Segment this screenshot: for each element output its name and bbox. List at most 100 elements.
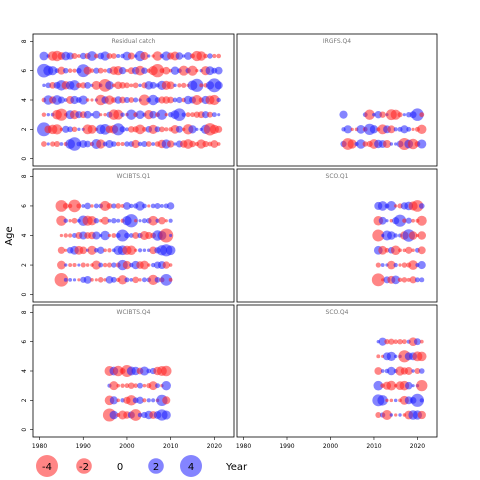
bubble — [414, 368, 421, 374]
bubble — [41, 112, 47, 117]
bubble — [411, 384, 415, 388]
bubble — [132, 82, 139, 89]
bubble — [207, 53, 213, 59]
bubble — [84, 140, 91, 148]
bubble — [116, 218, 121, 223]
bubble — [64, 263, 68, 267]
bubble — [142, 383, 147, 388]
bubble — [173, 108, 186, 121]
bubble — [362, 141, 368, 147]
bubble — [387, 366, 396, 376]
bubble — [408, 260, 418, 270]
legend-label: -4 — [42, 462, 52, 473]
bubble — [137, 141, 143, 147]
bubble — [129, 278, 134, 282]
bubble — [97, 246, 105, 254]
bubble — [356, 139, 366, 149]
bubble — [107, 233, 112, 238]
x-tick-label: 2000 — [323, 443, 338, 450]
bubble — [216, 97, 221, 103]
bubble — [111, 262, 117, 268]
legend-bubble — [148, 458, 164, 474]
bubble — [113, 109, 124, 120]
bubble — [103, 112, 107, 117]
bubble — [76, 82, 82, 88]
bubble — [184, 52, 193, 60]
bubble — [390, 109, 401, 120]
bubble — [387, 125, 396, 134]
bubble — [199, 83, 204, 88]
bubble — [389, 398, 394, 403]
bubble — [135, 110, 145, 119]
bubble — [109, 381, 119, 391]
bubble — [388, 338, 395, 345]
bubble — [210, 140, 219, 148]
bubble — [68, 277, 73, 282]
bubble — [72, 278, 77, 282]
bubble — [378, 216, 387, 225]
bubble — [96, 139, 106, 149]
bubble — [63, 218, 68, 223]
bubble — [142, 248, 147, 253]
bubble — [202, 140, 209, 148]
bubble — [394, 204, 398, 208]
bubble — [151, 142, 156, 146]
bubble — [417, 139, 427, 149]
bubble — [132, 232, 140, 239]
bubble — [167, 96, 174, 104]
bubbles — [371, 200, 427, 287]
bubble — [154, 276, 161, 283]
bubble — [62, 67, 69, 74]
bubble — [134, 248, 138, 252]
x-tick-label: 2020 — [410, 443, 425, 450]
bubble — [410, 393, 424, 407]
bubble — [161, 380, 171, 391]
bubble — [81, 204, 86, 208]
bubble — [71, 52, 78, 60]
bubble — [407, 138, 419, 150]
bubble — [122, 260, 132, 270]
bubble — [417, 124, 427, 134]
bubble — [181, 112, 186, 117]
bubble — [385, 398, 389, 402]
bubble — [78, 95, 88, 105]
bubble — [107, 248, 112, 253]
bubble — [69, 80, 80, 91]
bubble — [102, 262, 108, 268]
bubble — [77, 263, 81, 267]
bubble — [356, 124, 366, 134]
bubble — [98, 262, 104, 268]
bubble — [160, 365, 172, 377]
bubbles — [372, 337, 428, 420]
bubble — [117, 275, 128, 285]
bubble — [394, 413, 398, 417]
bubble — [177, 83, 182, 88]
bubble — [398, 248, 402, 253]
bubble — [124, 82, 130, 89]
y-tick-label: 6 — [21, 340, 28, 344]
bubble — [55, 108, 68, 121]
bubble — [217, 113, 221, 117]
bubble — [68, 199, 81, 213]
legend-label: 0 — [117, 462, 123, 473]
bubble — [83, 275, 92, 284]
bubble — [159, 126, 165, 133]
x-tick-label: 1990 — [279, 443, 294, 450]
bubble — [91, 260, 101, 270]
bubble — [128, 382, 135, 389]
bubble — [387, 260, 396, 270]
bubble — [411, 369, 415, 373]
bubble — [386, 380, 397, 391]
bubble — [137, 382, 143, 389]
bubble — [377, 201, 388, 211]
bubble — [118, 67, 127, 75]
bubble — [123, 96, 131, 104]
panel-sco-q4: SCO.Q4 1980 1990 2000 2010 2020 — [236, 304, 438, 450]
bubble — [67, 68, 73, 73]
bubble — [216, 142, 221, 146]
y-tick-label: 6 — [21, 204, 28, 208]
y-tick-label: 2 — [21, 263, 28, 267]
bubble — [191, 94, 202, 106]
bubble — [90, 278, 94, 282]
panel-frame — [236, 168, 438, 303]
